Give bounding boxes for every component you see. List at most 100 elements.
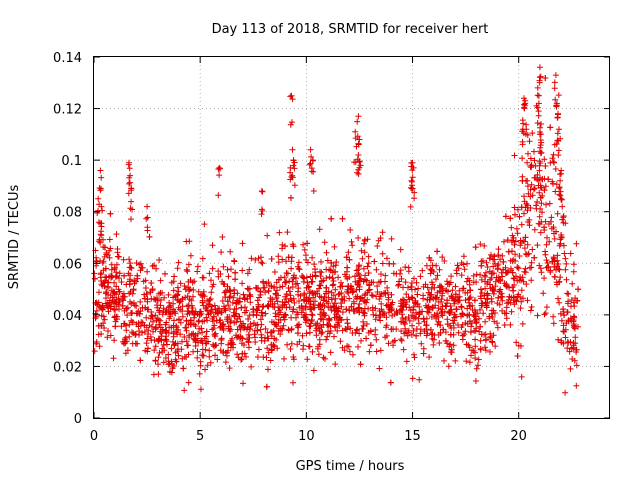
- data-point: [226, 328, 233, 335]
- data-point: [536, 74, 543, 81]
- data-point: [318, 330, 325, 337]
- data-point: [252, 334, 258, 341]
- data-point: [174, 340, 181, 347]
- data-point: [179, 295, 186, 302]
- data-point: [275, 276, 282, 283]
- data-point: [207, 359, 214, 366]
- data-point: [302, 319, 309, 326]
- data-point: [430, 341, 437, 348]
- data-point: [469, 302, 476, 309]
- data-point: [473, 271, 480, 278]
- data-point: [294, 309, 300, 316]
- data-point: [517, 237, 524, 244]
- data-point: [265, 279, 272, 286]
- data-point: [239, 335, 246, 342]
- data-point: [123, 305, 130, 312]
- data-point: [468, 352, 474, 359]
- data-point: [206, 270, 213, 277]
- data-point: [148, 309, 155, 315]
- data-point: [97, 274, 104, 281]
- data-point: [511, 275, 518, 282]
- data-point: [183, 266, 190, 273]
- data-point: [426, 354, 433, 361]
- data-point: [358, 247, 365, 254]
- data-point: [551, 141, 558, 148]
- data-point: [278, 327, 285, 334]
- data-point: [363, 321, 370, 327]
- data-point: [108, 261, 115, 268]
- data-point: [535, 108, 542, 115]
- data-point: [325, 294, 332, 301]
- data-point: [324, 333, 331, 340]
- data-point: [377, 312, 384, 319]
- data-point: [396, 278, 403, 285]
- data-point: [463, 341, 470, 348]
- data-point: [171, 273, 178, 280]
- data-point: [247, 326, 253, 333]
- data-point: [318, 258, 324, 265]
- data-point: [329, 275, 336, 282]
- data-point: [239, 280, 246, 287]
- data-point: [211, 343, 218, 350]
- data-point: [554, 210, 561, 217]
- data-point: [101, 316, 108, 323]
- data-point: [137, 298, 144, 305]
- data-point: [132, 331, 139, 338]
- data-point: [267, 329, 274, 336]
- data-point: [479, 257, 486, 264]
- data-point: [468, 323, 475, 330]
- data-point: [474, 310, 481, 317]
- data-point: [443, 287, 450, 294]
- data-point: [197, 308, 204, 315]
- data-point: [553, 102, 560, 109]
- data-point: [190, 330, 197, 337]
- data-point: [410, 306, 417, 313]
- data-point: [271, 335, 278, 342]
- data-point: [472, 355, 479, 362]
- data-point: [547, 124, 554, 131]
- data-point: [222, 294, 229, 301]
- data-point: [477, 306, 483, 313]
- data-point: [434, 321, 441, 328]
- data-point: [382, 289, 389, 296]
- data-point: [310, 188, 317, 194]
- data-point: [525, 150, 531, 157]
- data-point: [364, 236, 371, 243]
- data-point: [536, 79, 543, 86]
- data-point: [199, 292, 206, 299]
- data-point: [494, 324, 501, 331]
- data-point: [490, 256, 497, 263]
- data-point: [427, 266, 434, 273]
- data-point: [204, 317, 211, 324]
- data-point: [513, 339, 520, 346]
- data-point: [359, 294, 365, 301]
- data-point: [335, 319, 342, 326]
- data-point: [157, 317, 164, 324]
- data-point: [95, 331, 102, 338]
- data-points: [91, 64, 582, 396]
- data-point: [559, 203, 566, 210]
- data-point: [337, 283, 344, 290]
- data-point: [432, 302, 439, 309]
- data-point: [259, 309, 265, 316]
- data-point: [116, 270, 123, 277]
- data-point: [309, 348, 316, 355]
- data-point: [191, 278, 198, 285]
- data-point: [95, 195, 102, 202]
- data-point: [259, 260, 266, 267]
- data-point: [521, 210, 527, 217]
- data-point: [381, 290, 387, 297]
- data-point: [288, 195, 294, 201]
- data-point: [216, 164, 223, 171]
- data-point: [141, 328, 148, 335]
- data-point: [143, 314, 150, 321]
- data-point: [245, 286, 252, 293]
- data-point: [453, 270, 460, 277]
- data-point: [526, 222, 533, 229]
- data-point: [428, 286, 435, 292]
- data-point: [482, 273, 489, 280]
- data-point: [268, 347, 275, 354]
- data-point: [411, 313, 417, 320]
- data-point: [478, 276, 485, 283]
- data-point: [503, 282, 509, 289]
